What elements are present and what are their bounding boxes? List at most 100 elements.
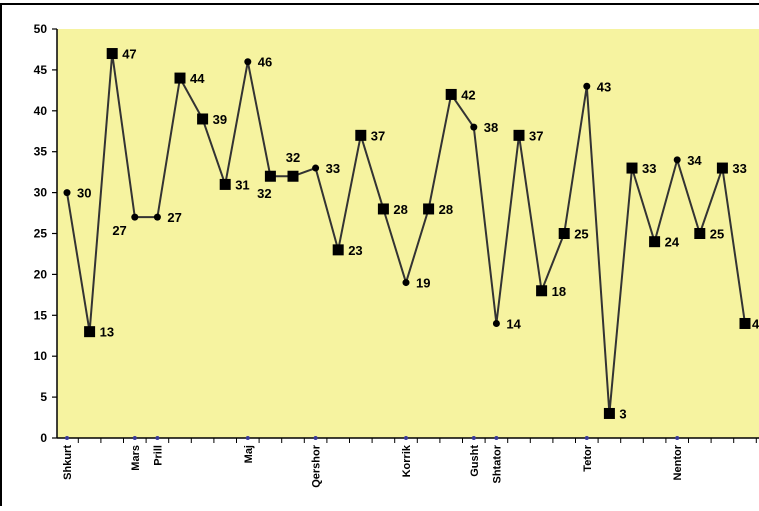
data-label: 19	[416, 276, 430, 291]
x-tick-label: Tetor	[582, 444, 594, 471]
y-tick-label: 40	[34, 104, 48, 118]
data-label: 23	[348, 243, 362, 258]
data-label: 42	[461, 87, 475, 102]
data-label: 46	[258, 55, 272, 70]
data-point-marker	[131, 213, 139, 221]
x-tick-dot	[584, 436, 589, 440]
data-label: 13	[100, 325, 114, 340]
data-point-marker	[673, 156, 681, 164]
data-point-marker	[603, 407, 615, 419]
x-tick-label: Shtator	[491, 444, 503, 483]
data-point-marker	[716, 162, 728, 174]
data-point-marker	[219, 178, 231, 190]
x-tick-dot	[132, 436, 137, 440]
x-tick-label: Gusht	[469, 445, 481, 477]
x-tick-label: Mars	[130, 445, 142, 471]
data-label: 18	[552, 284, 566, 299]
data-label: 31	[235, 177, 249, 192]
y-tick-label: 20	[34, 267, 48, 281]
data-label: 4	[752, 316, 759, 331]
x-tick-label: Prill	[152, 445, 164, 466]
data-point-marker	[197, 113, 209, 125]
data-label: 38	[484, 120, 498, 135]
x-tick-dot	[675, 436, 680, 440]
y-tick-label: 30	[34, 186, 48, 200]
data-point-marker	[626, 162, 638, 174]
y-tick-label: 35	[34, 145, 48, 159]
data-label: 32	[257, 186, 271, 201]
x-tick-dot	[404, 436, 408, 440]
data-label: 33	[326, 161, 340, 176]
data-point-marker	[244, 58, 252, 66]
x-axis-ticks	[65, 436, 757, 443]
data-point-marker	[106, 48, 118, 60]
data-point-marker	[649, 236, 661, 248]
data-point-marker	[84, 326, 96, 338]
y-tick-label: 10	[34, 349, 48, 363]
data-label: 34	[687, 153, 702, 168]
data-label: 32	[286, 150, 300, 165]
x-tick-label: Maj	[243, 445, 255, 463]
x-tick-label: Qershor	[311, 444, 323, 488]
y-tick-label: 5	[40, 390, 47, 404]
x-tick-dot	[313, 436, 318, 440]
data-label: 27	[112, 223, 126, 238]
data-point-marker	[492, 319, 500, 327]
data-label: 25	[710, 227, 724, 242]
data-label: 28	[439, 202, 453, 217]
data-label: 28	[393, 202, 407, 217]
data-label: 27	[167, 210, 181, 225]
data-label: 14	[506, 316, 521, 331]
y-axis-ticks: 0 5 10 15 20 25 30 35 40 45 50	[34, 22, 57, 445]
data-label: 30	[77, 186, 91, 201]
data-point-marker	[312, 164, 320, 172]
data-point-marker	[739, 317, 751, 329]
y-tick-label: 25	[34, 227, 48, 241]
x-tick-dot	[65, 436, 69, 440]
x-tick-label: Korrik	[401, 444, 413, 477]
data-point-marker	[287, 170, 299, 182]
data-label: 33	[642, 161, 656, 176]
x-tick-label: Shkurt	[62, 445, 74, 480]
data-label: 37	[371, 128, 385, 143]
x-tick-label: Nentor	[672, 444, 684, 480]
data-point-marker	[402, 279, 410, 287]
data-point-marker	[694, 228, 706, 239]
data-label: 3	[619, 406, 626, 421]
data-label: 37	[529, 128, 543, 143]
data-point-marker	[355, 129, 367, 141]
x-tick-dot	[155, 436, 160, 440]
x-tick-dot	[245, 436, 250, 440]
y-tick-label: 45	[34, 63, 48, 77]
data-point-marker	[558, 228, 570, 239]
data-point-marker	[583, 82, 591, 90]
data-point-marker	[423, 203, 435, 215]
x-tick-dot	[471, 436, 476, 440]
data-point-marker	[445, 88, 457, 100]
y-tick-label: 50	[34, 22, 48, 36]
data-labels: 30 13 47 27 27 44 39 31 46 32 32 33 23 37 28 19 28 42 38 14…	[77, 47, 759, 422]
y-tick-label: 15	[34, 308, 48, 322]
data-point-marker	[174, 72, 186, 84]
data-label: 47	[122, 47, 136, 62]
x-tick-dot	[494, 436, 499, 440]
data-label: 43	[597, 79, 611, 94]
plot-area	[57, 29, 759, 438]
x-axis-labels: Shkurt Mars Prill Maj Qershor Korrik Gusht Shta…	[62, 444, 684, 488]
data-label: 33	[732, 161, 746, 176]
data-point-marker	[264, 170, 276, 182]
data-point-marker	[153, 213, 161, 221]
series-markers	[63, 48, 751, 419]
data-label: 25	[574, 227, 588, 242]
data-label: 44	[190, 71, 205, 86]
data-point-marker	[470, 123, 478, 131]
data-point-marker	[536, 285, 548, 297]
data-label: 24	[665, 235, 680, 250]
data-point-marker	[332, 244, 344, 256]
data-point-marker	[63, 189, 71, 197]
data-point-marker	[377, 203, 389, 215]
data-label: 39	[213, 112, 227, 127]
data-point-marker	[513, 129, 525, 141]
